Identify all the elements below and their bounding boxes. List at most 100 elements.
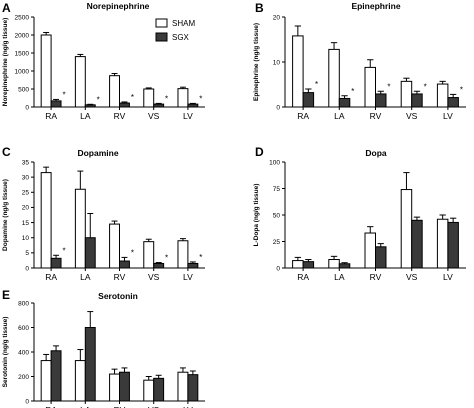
panel-b-xtick-label-vs: VS bbox=[406, 111, 418, 121]
legend-label-sgx: SGX bbox=[172, 33, 190, 42]
panel-b-bar-sham-ra bbox=[292, 35, 304, 108]
panel-c: C Dopamine Dopamine (ng/g tissue) 0 5 10 15 20 2… bbox=[2, 145, 205, 282]
panel-e-bar-sham-rv bbox=[109, 373, 121, 402]
panel-c-bar-sgx-ra bbox=[50, 257, 62, 269]
panel-c-bar-sgx-lv bbox=[187, 262, 199, 269]
panel-e-bar-sgx-ra bbox=[50, 350, 62, 402]
panel-b-letter: B bbox=[255, 1, 264, 15]
panel-d-bar-sgx-ra bbox=[302, 261, 315, 269]
panel-e-ytick-label-3: 600 bbox=[18, 325, 29, 332]
panel-a-sig-rv: * bbox=[131, 93, 134, 102]
panel-d-bar-sgx-lv bbox=[447, 221, 459, 269]
panel-d-bar-sham-ra bbox=[292, 260, 304, 269]
panel-b-bar-sham-lv bbox=[436, 83, 449, 108]
panel-c-bar-sgx-la bbox=[84, 237, 96, 269]
panel-a-ylabel: Norepinephrine (ng/g tissue) bbox=[2, 18, 9, 106]
panel-b-sig-ra: * bbox=[315, 80, 318, 89]
panel-d-bar-sham-la bbox=[328, 259, 340, 269]
panel-c-title: Dopamine bbox=[77, 148, 118, 158]
panel-e-bar-sgx-la bbox=[84, 327, 96, 402]
panel-b-xtick-label-lv: LV bbox=[443, 111, 453, 121]
panel-b-bar-sham-rv bbox=[364, 66, 377, 108]
panel-e-bar-sham-ra bbox=[40, 360, 52, 402]
panel-c-xtick-label-rv: RV bbox=[114, 272, 126, 282]
panel-c-letter: C bbox=[2, 145, 11, 159]
panel-c-bar-sham-ra bbox=[40, 172, 52, 269]
panel-e-xtick-label-lv: LV bbox=[183, 405, 193, 408]
panel-a-bar-sham-la bbox=[74, 56, 86, 108]
panel-e-ytick-label-4: 800 bbox=[18, 300, 29, 307]
panel-a-bar-sgx-ra bbox=[50, 100, 62, 108]
panel-a-bar-sham-lv bbox=[177, 88, 189, 108]
panel-e-bar-sgx-vs bbox=[153, 377, 165, 402]
panel-d-bar-sham-lv bbox=[436, 218, 449, 269]
panel-a-letter: A bbox=[2, 1, 11, 15]
panel-e-xtick-label-la: LA bbox=[80, 405, 91, 408]
panel-b-ytick-label-2: 20 bbox=[273, 14, 281, 21]
panel-d-ytick-label-3: 75 bbox=[273, 186, 281, 193]
panel-a-sig-la: * bbox=[97, 95, 100, 104]
panel-b-bar-sgx-vs bbox=[411, 93, 423, 108]
panel-d-ylabel: L-Dopa (ng/g tissue) bbox=[253, 184, 260, 247]
panel-b-xtick-label-ra: RA bbox=[297, 111, 309, 121]
panel-a-bar-sham-vs bbox=[143, 88, 155, 108]
panel-e: E Serotonin Serotonin (ng/g tissue) 0 200 400… bbox=[2, 288, 205, 408]
panel-a-ytick-label-3: 1500 bbox=[15, 50, 30, 57]
panel-e-title: Serotonin bbox=[98, 291, 138, 301]
panel-e-xtick-label-ra: RA bbox=[45, 405, 57, 408]
panel-a: A Norepinephrine Norepinephrine (ng/g tiss… bbox=[2, 1, 205, 121]
panel-c-sig-rv: * bbox=[131, 248, 134, 257]
panel-c-ylabel: Dopamine (ng/g tissue) bbox=[2, 179, 9, 251]
panel-d-ytick-label-2: 50 bbox=[273, 212, 281, 219]
panel-d-ytick-label-0: 0 bbox=[276, 265, 280, 272]
panel-e-ytick-label-1: 200 bbox=[18, 374, 29, 381]
panel-b-sig-la: * bbox=[351, 87, 354, 96]
panel-c-ytick-label-3: 15 bbox=[22, 220, 30, 227]
panel-e-xtick-label-vs: VS bbox=[148, 405, 160, 408]
panel-c-bar-sgx-vs bbox=[153, 262, 165, 269]
panel-e-letter: E bbox=[2, 288, 10, 302]
panel-b-bar-sham-vs bbox=[400, 80, 413, 108]
panel-e-ylabel: Serotonin (ng/g tissue) bbox=[2, 317, 9, 388]
panel-c-bar-sgx-rv bbox=[119, 260, 130, 269]
panel-c-ytick-label-2: 10 bbox=[22, 235, 30, 242]
panel-e-bar-sgx-rv bbox=[119, 371, 130, 402]
panel-e-ytick-label-2: 400 bbox=[18, 349, 29, 356]
panel-d-bar-sgx-rv bbox=[375, 246, 387, 269]
panel-e-bar-sham-la bbox=[74, 360, 86, 402]
panel-b-sig-rv: * bbox=[387, 82, 390, 91]
panel-a-ytick-label-2: 1000 bbox=[15, 68, 30, 75]
panel-e-bar-sham-lv bbox=[177, 371, 189, 402]
panel-a-sig-lv: * bbox=[199, 94, 202, 103]
panel-b-bar-sgx-la bbox=[338, 97, 351, 108]
panel-e-xtick-label-rv: RV bbox=[114, 405, 126, 408]
legend-swatch-sgx bbox=[155, 32, 168, 42]
panel-c-ytick-label-1: 5 bbox=[25, 250, 29, 257]
panel-b-ytick-label-0: 0 bbox=[276, 104, 280, 111]
panel-a-bar-sham-rv bbox=[109, 75, 121, 108]
panel-a-bar-sgx-la bbox=[84, 104, 96, 108]
panel-b-sig-vs: * bbox=[424, 82, 427, 91]
panel-a-xtick-label-la: LA bbox=[80, 111, 91, 121]
panel-d-title: Dopa bbox=[365, 148, 387, 158]
panel-c-xtick-label-vs: VS bbox=[148, 272, 160, 282]
legend-label-sham: SHAM bbox=[172, 19, 195, 28]
panel-d-ytick-label-4: 100 bbox=[269, 159, 280, 166]
panel-c-xtick-label-lv: LV bbox=[183, 272, 193, 282]
panel-a-bar-sgx-vs bbox=[153, 103, 165, 108]
panel-b-ylabel: Epinephrine (ng/g tissue) bbox=[253, 23, 260, 101]
panel-c-bar-sham-lv bbox=[177, 240, 189, 269]
panel-a-bar-sgx-rv bbox=[119, 102, 130, 108]
panel-b-xtick-label-la: LA bbox=[334, 111, 345, 121]
panel-d-xtick-label-rv: RV bbox=[370, 272, 382, 282]
panel-d-bar-sham-rv bbox=[364, 232, 377, 269]
panel-d-xtick-label-la: LA bbox=[334, 272, 345, 282]
panel-d-xtick-label-ra: RA bbox=[297, 272, 309, 282]
panel-a-bar-sham-ra bbox=[40, 34, 52, 108]
panel-e-ytick-label-0: 0 bbox=[25, 398, 29, 405]
panel-a-xtick-label-rv: RV bbox=[114, 111, 126, 121]
panel-a-xtick-label-ra: RA bbox=[45, 111, 57, 121]
panel-a-sig-vs: * bbox=[165, 94, 168, 103]
panel-c-bar-sham-vs bbox=[143, 241, 155, 269]
